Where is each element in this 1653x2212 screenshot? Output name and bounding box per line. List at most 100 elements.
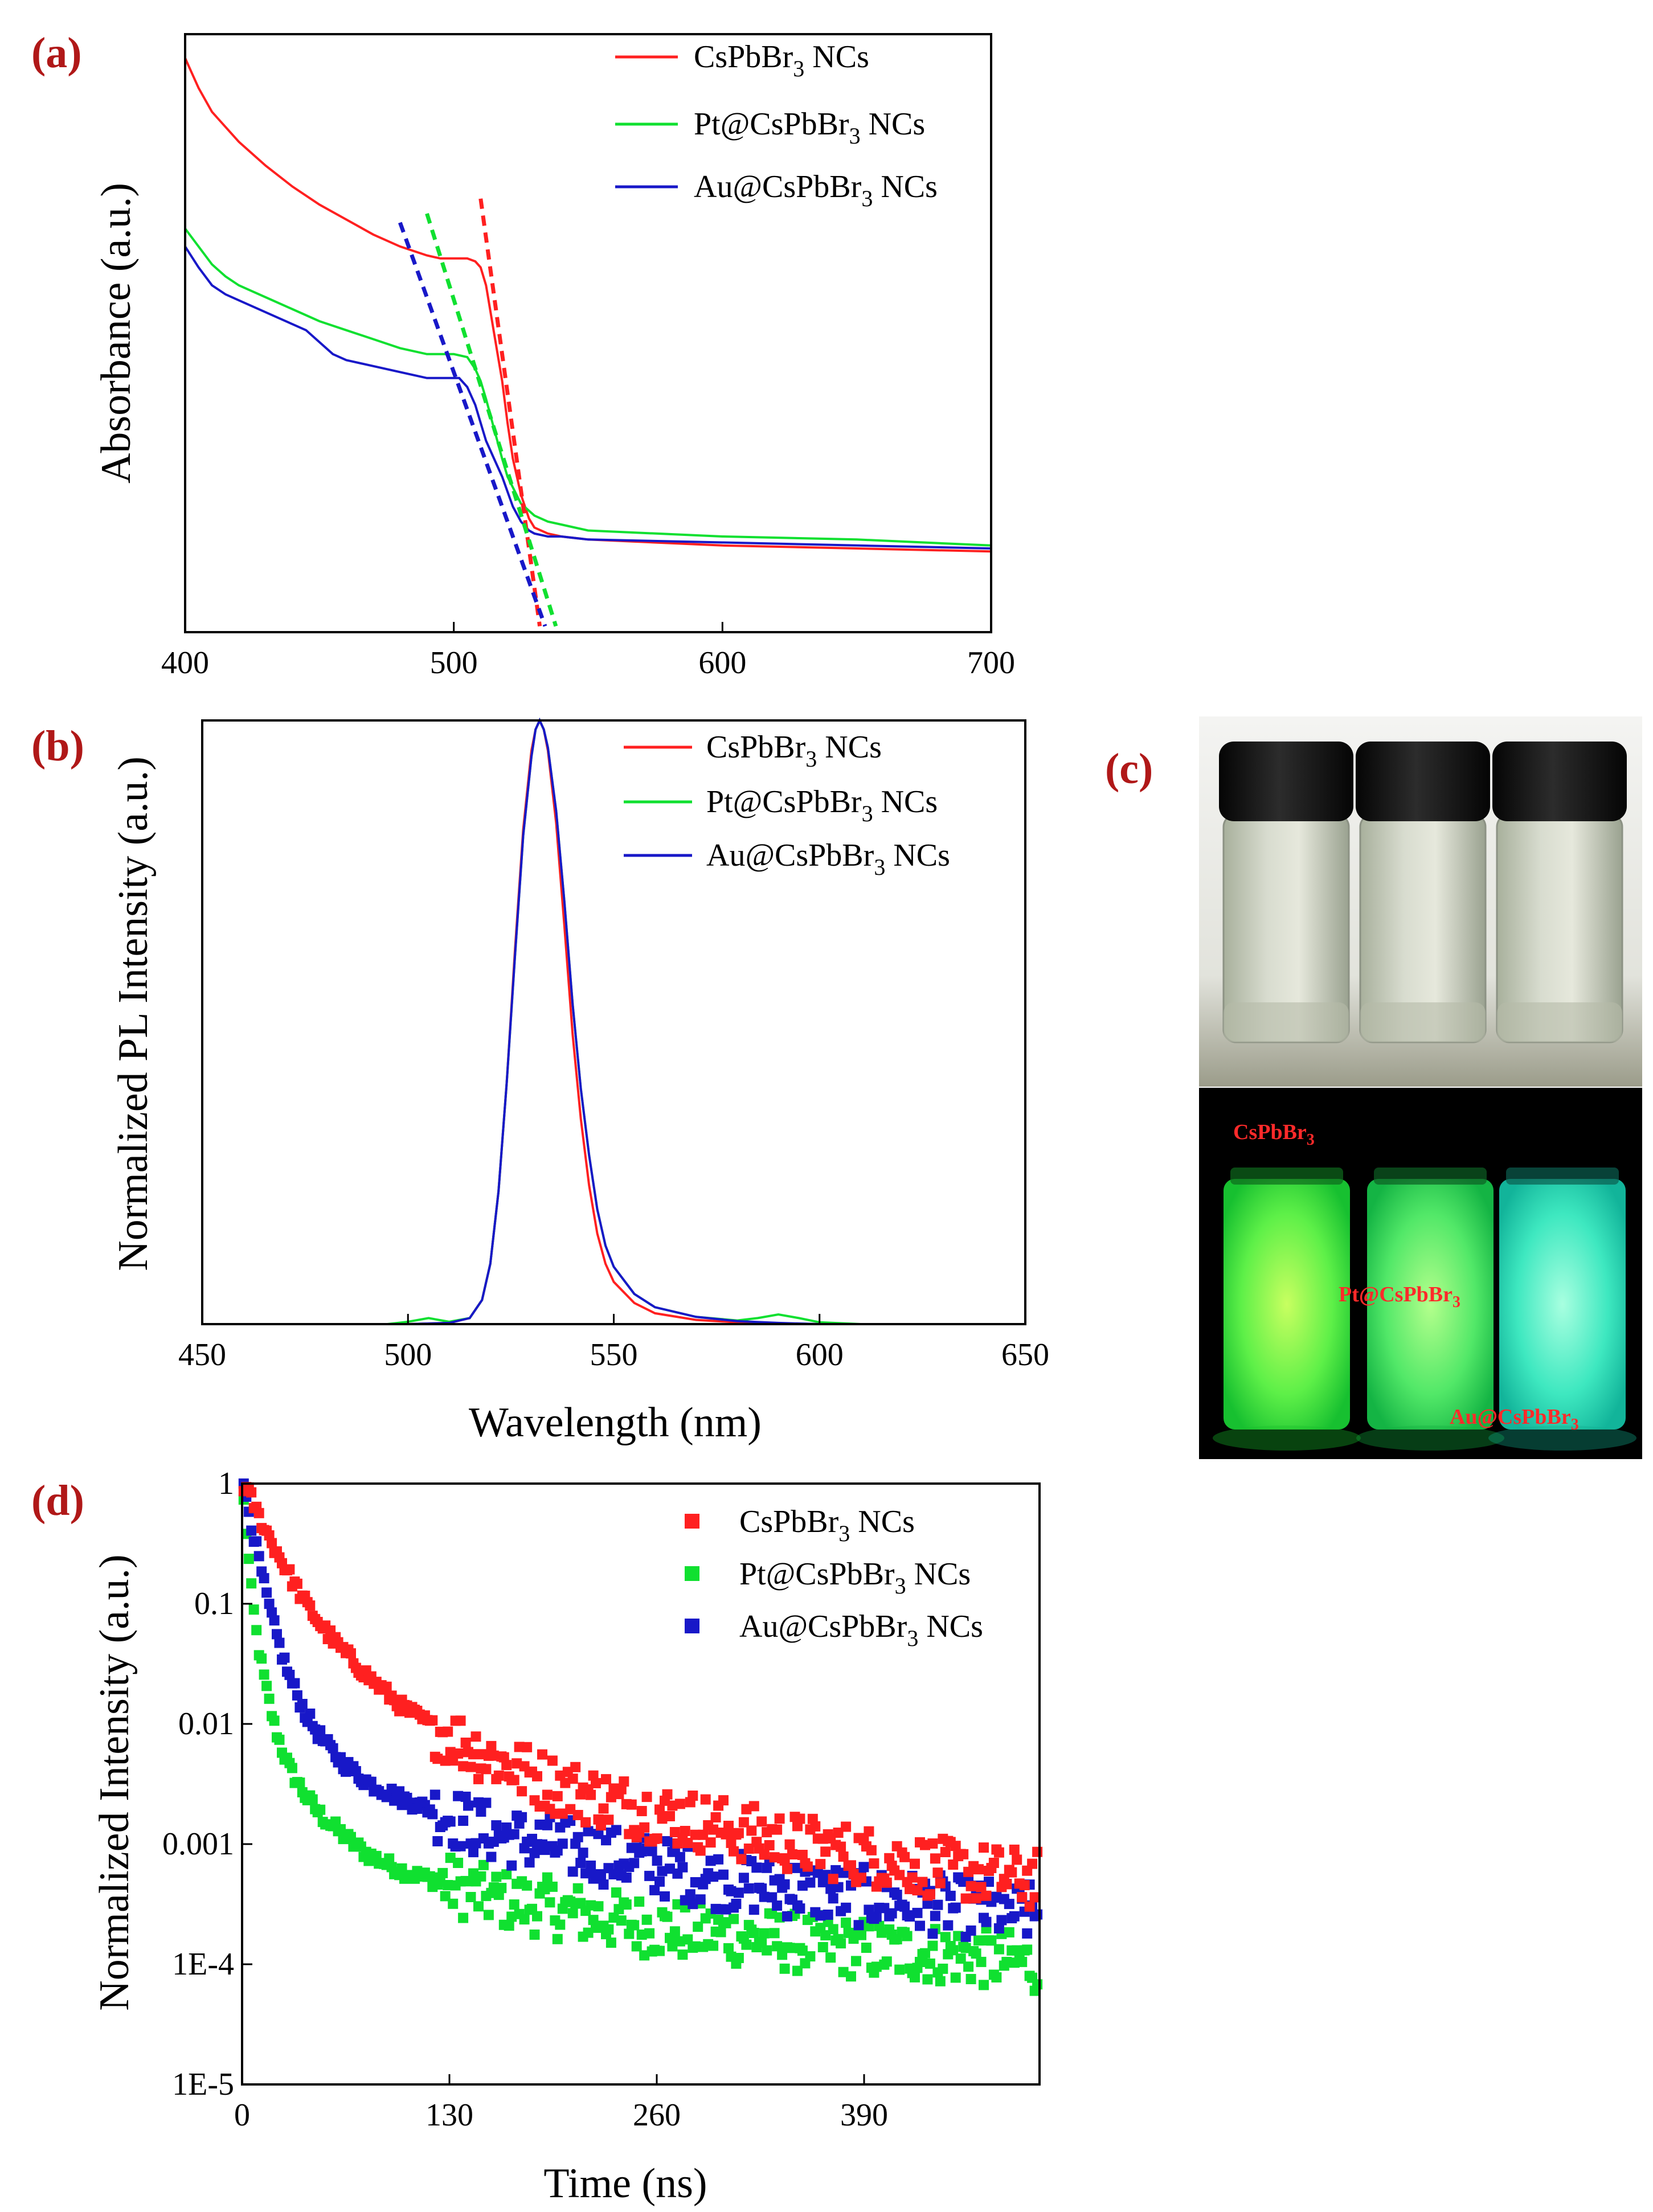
decay-point [483, 1910, 494, 1920]
uv-vial-3 [1488, 1168, 1636, 1451]
decay-x-tick-label-1: 130 [425, 2098, 473, 2133]
pl-x-tick-label-3: 600 [796, 1337, 844, 1373]
decay-point [927, 1838, 938, 1849]
decay-point [458, 1912, 469, 1923]
decay-point [481, 1764, 492, 1775]
legend-label-au: Au@CsPbBr3 NCs [694, 169, 938, 211]
decay-point [284, 1669, 295, 1680]
decay-point [932, 1899, 943, 1910]
decay-point [779, 1963, 790, 1974]
decay-point [297, 1699, 308, 1709]
decay-point [1032, 1846, 1043, 1857]
decay-point [756, 1883, 767, 1894]
pl-y-axis-label: Normalized PL Intensity (a.u.) [110, 756, 157, 1271]
decay-point [644, 1870, 655, 1881]
decay-point [611, 1825, 621, 1836]
decay-point [491, 1820, 502, 1831]
decay-point [846, 1971, 856, 1982]
decay-point [465, 1762, 476, 1772]
decay-point [259, 1669, 269, 1680]
decay-point [453, 1748, 464, 1759]
decay-point [853, 1920, 864, 1931]
pl-chart: 450 500 550 600 650 [178, 718, 1049, 1373]
decay-point [979, 1980, 989, 1990]
uv-vial-1 [1213, 1168, 1361, 1451]
decay-point [955, 1953, 966, 1964]
absorbance-tangent-0 [478, 198, 542, 626]
decay-point [496, 1883, 507, 1894]
decay-point [662, 1911, 673, 1922]
decay-point [922, 1974, 933, 1985]
decay-point [246, 1578, 257, 1589]
decay-point [738, 1873, 749, 1883]
decay-point [869, 1858, 879, 1869]
decay-point [993, 1847, 1004, 1858]
decay-point [674, 1799, 685, 1809]
decay-point [965, 1925, 976, 1936]
decay-point [836, 1841, 846, 1852]
decay-point [940, 1932, 951, 1943]
decay-point [810, 1821, 821, 1832]
decay-point [738, 1817, 749, 1828]
decay-point [629, 1858, 640, 1869]
decay-x-tick-label-3: 390 [840, 2098, 888, 2133]
decay-point [748, 1904, 759, 1915]
decay-point [476, 1807, 486, 1817]
decay-point [784, 1839, 795, 1850]
decay-point [907, 1872, 918, 1883]
decay-point [603, 1924, 614, 1935]
decay-point [460, 1791, 471, 1802]
decay-point [963, 1961, 974, 1972]
legend-label-pt: Pt@CsPbBr3 NCs [694, 106, 925, 149]
decay-point [660, 1891, 670, 1902]
decay-point [384, 1853, 395, 1864]
decay-point [993, 1944, 1004, 1955]
decay-point [836, 1938, 846, 1949]
decay-y-tick-label-0: 1E-5 [172, 2067, 234, 2102]
decay-point [960, 1893, 971, 1904]
pl-x-tick-label-4: 650 [1001, 1337, 1049, 1373]
decay-point [567, 1866, 578, 1877]
decay-point [767, 1892, 778, 1903]
legend-label-cspbbr3: CsPbBr3 NCs [739, 1504, 915, 1546]
decay-point [294, 1777, 305, 1788]
decay-point [509, 1775, 519, 1785]
decay-point [532, 1771, 542, 1781]
decay-point [1004, 1927, 1014, 1937]
decay-point [731, 1899, 742, 1909]
decay-point [504, 1920, 514, 1931]
decay-point [649, 1885, 660, 1895]
decay-point [259, 1573, 269, 1584]
decay-point [654, 1804, 665, 1815]
decay-point [1004, 1899, 1014, 1910]
legend-label-cspbbr3: CsPbBr3 NCs [694, 39, 869, 81]
decay-point [641, 1792, 652, 1803]
decay-point [246, 1487, 257, 1498]
decay-point [935, 1878, 946, 1889]
decay-point [529, 1848, 540, 1858]
decay-point [751, 1862, 762, 1873]
pl-x-tick-label-1: 500 [384, 1337, 432, 1373]
decay-point [971, 1893, 981, 1904]
decay-point [973, 1864, 984, 1875]
decay-point [289, 1678, 300, 1689]
decay-point [253, 1508, 264, 1518]
decay-point [759, 1849, 770, 1860]
decay-point [267, 1607, 277, 1618]
absorbance-x-tick-label-1: 500 [430, 645, 478, 681]
decay-point [517, 1812, 527, 1822]
decay-point [542, 1789, 553, 1800]
decay-point [736, 1854, 747, 1865]
legend-label-pt: Pt@CsPbBr3 NCs [739, 1556, 971, 1599]
decay-point [552, 1934, 563, 1944]
decay-point [935, 1976, 946, 1986]
decay-point [1009, 1844, 1020, 1855]
decay-point [938, 1963, 948, 1974]
uv-vial-2 [1356, 1168, 1504, 1451]
decay-point [756, 1816, 767, 1827]
decay-point [762, 1945, 772, 1956]
decay-point [629, 1920, 640, 1931]
decay-point [871, 1911, 882, 1922]
decay-point [455, 1715, 466, 1726]
decay-point [292, 1690, 302, 1701]
